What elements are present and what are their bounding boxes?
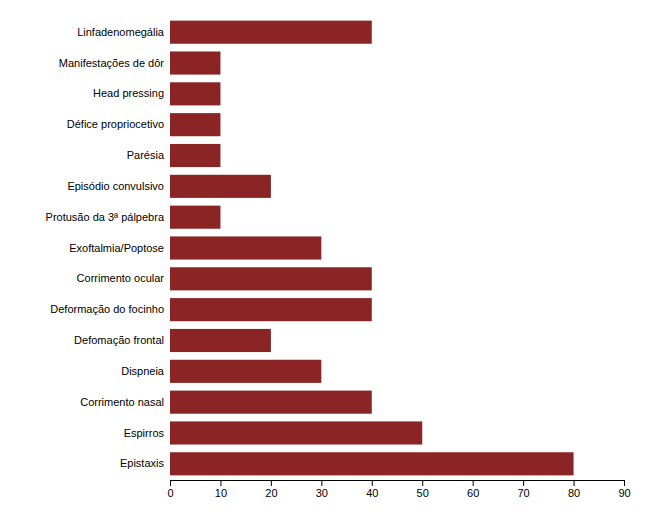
category-tick: Dispneia (121, 365, 165, 377)
tick: 0 (167, 480, 173, 499)
bar (170, 113, 220, 136)
category-label: Espirros (124, 427, 165, 439)
tick: 50 (417, 480, 429, 499)
category-axis: Epistaxis Espirros Corrimento nasal Dispnei… (46, 26, 165, 470)
tick-label: 90 (618, 487, 630, 499)
category-label: Parésia (127, 149, 165, 161)
tick-mark (372, 480, 373, 486)
category-label: Defomação frontal (74, 334, 164, 346)
tick-mark (321, 480, 322, 486)
tick-label: 80 (568, 487, 580, 499)
tick: 20 (265, 480, 277, 499)
tick-label: 20 (265, 487, 277, 499)
tick-mark (271, 480, 272, 486)
category-label: Défice propriocetivo (67, 118, 164, 130)
category-tick: Deformação do focinho (50, 303, 164, 315)
category-label: Dispneia (121, 365, 165, 377)
category-tick: Corrimento ocular (77, 272, 165, 284)
tick-label: 0 (167, 487, 173, 499)
bar (170, 452, 574, 475)
tick: 30 (316, 480, 328, 499)
tick-mark (170, 480, 171, 486)
category-label: Corrimento nasal (80, 396, 164, 408)
bar (170, 236, 321, 259)
bar (170, 21, 372, 44)
tick-mark (220, 480, 221, 486)
category-tick: Head pressing (93, 87, 164, 99)
tick: 10 (215, 480, 227, 499)
tick-mark (624, 480, 625, 486)
tick: 80 (568, 480, 580, 499)
bar (170, 421, 422, 444)
category-label: Deformação do focinho (50, 303, 164, 315)
tick: 60 (467, 480, 479, 499)
bar (170, 267, 372, 290)
tick: 70 (517, 480, 529, 499)
tick: 40 (366, 480, 378, 499)
bar (170, 360, 321, 383)
plot: 0 10 20 30 40 50 60 70 80 90 Epistaxis Espirros Corr… (46, 21, 631, 499)
bar (170, 175, 271, 198)
category-tick: Défice propriocetivo (67, 118, 164, 130)
bar (170, 206, 220, 229)
category-label: Linfadenomegália (77, 26, 165, 38)
tick-label: 40 (366, 487, 378, 499)
tick-mark (473, 480, 474, 486)
bar (170, 82, 220, 105)
axis-line (171, 481, 625, 487)
tick-label: 10 (215, 487, 227, 499)
bar (170, 329, 271, 352)
tick-label: 50 (417, 487, 429, 499)
tick-label: 30 (316, 487, 328, 499)
tick-label: 70 (517, 487, 529, 499)
chart: 0 10 20 30 40 50 60 70 80 90 Epistaxis Espirros Corr… (0, 0, 648, 512)
category-label: Manifestações de dôr (59, 57, 165, 69)
category-tick: Corrimento nasal (80, 396, 164, 408)
bar (170, 298, 372, 321)
category-tick: Epistaxis (120, 457, 165, 469)
category-label: Epistaxis (120, 457, 165, 469)
category-tick: Linfadenomegália (77, 26, 165, 38)
tick-mark (422, 480, 423, 486)
category-tick: Manifestações de dôr (59, 57, 165, 69)
tick-mark (523, 480, 524, 486)
category-tick: Defomação frontal (74, 334, 164, 346)
category-tick: Exoftalmia/Poptose (69, 242, 164, 254)
category-tick: Protusão da 3ª pálpebra (46, 211, 165, 223)
tick-label: 60 (467, 487, 479, 499)
category-tick: Episódio convulsivo (67, 180, 164, 192)
category-tick: Espirros (124, 427, 165, 439)
category-label: Episódio convulsivo (67, 180, 164, 192)
value-axis: 0 10 20 30 40 50 60 70 80 90 (167, 480, 630, 499)
bar (170, 51, 220, 74)
category-label: Exoftalmia/Poptose (69, 242, 164, 254)
category-label: Head pressing (93, 87, 164, 99)
bar (170, 144, 220, 167)
bar (170, 391, 372, 414)
category-label: Protusão da 3ª pálpebra (46, 211, 165, 223)
category-tick: Parésia (127, 149, 165, 161)
category-label: Corrimento ocular (77, 272, 165, 284)
tick: 90 (618, 480, 630, 499)
tick-mark (574, 480, 575, 486)
bars (170, 21, 574, 476)
